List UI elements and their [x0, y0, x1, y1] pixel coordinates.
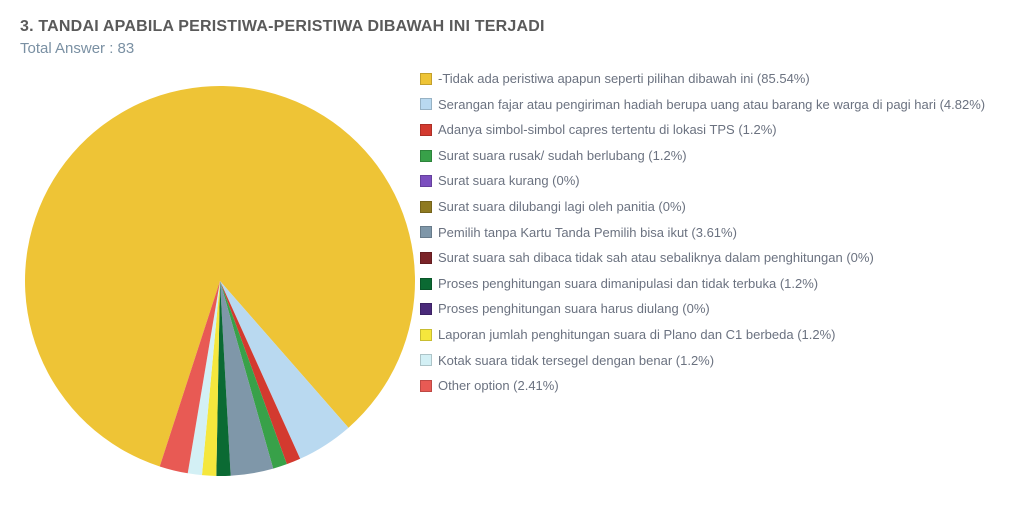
- legend-label: Adanya simbol-simbol capres tertentu di …: [438, 122, 777, 138]
- legend-swatch: [420, 150, 432, 162]
- legend-swatch: [420, 278, 432, 290]
- legend-swatch: [420, 226, 432, 238]
- legend-swatch: [420, 354, 432, 366]
- legend-label: Surat suara sah dibaca tidak sah atau se…: [438, 250, 874, 266]
- legend-item: Surat suara rusak/ sudah berlubang (1.2%…: [420, 148, 1004, 164]
- legend-item: Surat suara sah dibaca tidak sah atau se…: [420, 250, 1004, 266]
- legend-item: Laporan jumlah penghitungan suara di Pla…: [420, 327, 1004, 343]
- legend-item: Proses penghitungan suara dimanipulasi d…: [420, 276, 1004, 292]
- legend-item: -Tidak ada peristiwa apapun seperti pili…: [420, 71, 1004, 87]
- legend-label: Pemilih tanpa Kartu Tanda Pemilih bisa i…: [438, 225, 737, 241]
- legend-swatch: [420, 175, 432, 187]
- legend-item: Proses penghitungan suara harus diulang …: [420, 301, 1004, 317]
- total-answer-value: 83: [118, 40, 135, 57]
- legend-swatch: [420, 201, 432, 213]
- legend-label: Other option (2.41%): [438, 378, 559, 394]
- chart-container: 3. TANDAI APABILA PERISTIWA-PERISTIWA DI…: [0, 0, 1024, 501]
- legend-item: Surat suara dilubangi lagi oleh panitia …: [420, 199, 1004, 215]
- legend-item: Pemilih tanpa Kartu Tanda Pemilih bisa i…: [420, 225, 1004, 241]
- pie-chart: [20, 71, 420, 491]
- legend-label: Kotak suara tidak tersegel dengan benar …: [438, 353, 714, 369]
- legend-label: Surat suara rusak/ sudah berlubang (1.2%…: [438, 148, 687, 164]
- pie-chart-wrap: [20, 65, 420, 491]
- total-answer: Total Answer : 83: [20, 40, 1004, 57]
- legend-swatch: [420, 252, 432, 264]
- legend-label: Serangan fajar atau pengiriman hadiah be…: [438, 97, 985, 113]
- legend-item: Adanya simbol-simbol capres tertentu di …: [420, 122, 1004, 138]
- legend-swatch: [420, 303, 432, 315]
- legend-label: -Tidak ada peristiwa apapun seperti pili…: [438, 71, 810, 87]
- legend-label: Laporan jumlah penghitungan suara di Pla…: [438, 327, 836, 343]
- legend-swatch: [420, 98, 432, 110]
- legend-swatch: [420, 124, 432, 136]
- question-title: 3. TANDAI APABILA PERISTIWA-PERISTIWA DI…: [20, 18, 1004, 36]
- legend-label: Proses penghitungan suara dimanipulasi d…: [438, 276, 818, 292]
- legend-swatch: [420, 73, 432, 85]
- legend-item: Kotak suara tidak tersegel dengan benar …: [420, 353, 1004, 369]
- legend-label: Proses penghitungan suara harus diulang …: [438, 301, 710, 317]
- chart-content: -Tidak ada peristiwa apapun seperti pili…: [20, 65, 1004, 491]
- legend-item: Other option (2.41%): [420, 378, 1004, 394]
- legend-swatch: [420, 380, 432, 392]
- legend-swatch: [420, 329, 432, 341]
- legend-label: Surat suara kurang (0%): [438, 173, 580, 189]
- legend-item: Serangan fajar atau pengiriman hadiah be…: [420, 97, 1004, 113]
- legend-label: Surat suara dilubangi lagi oleh panitia …: [438, 199, 686, 215]
- legend-item: Surat suara kurang (0%): [420, 173, 1004, 189]
- legend: -Tidak ada peristiwa apapun seperti pili…: [420, 65, 1004, 491]
- total-answer-prefix: Total Answer :: [20, 40, 118, 57]
